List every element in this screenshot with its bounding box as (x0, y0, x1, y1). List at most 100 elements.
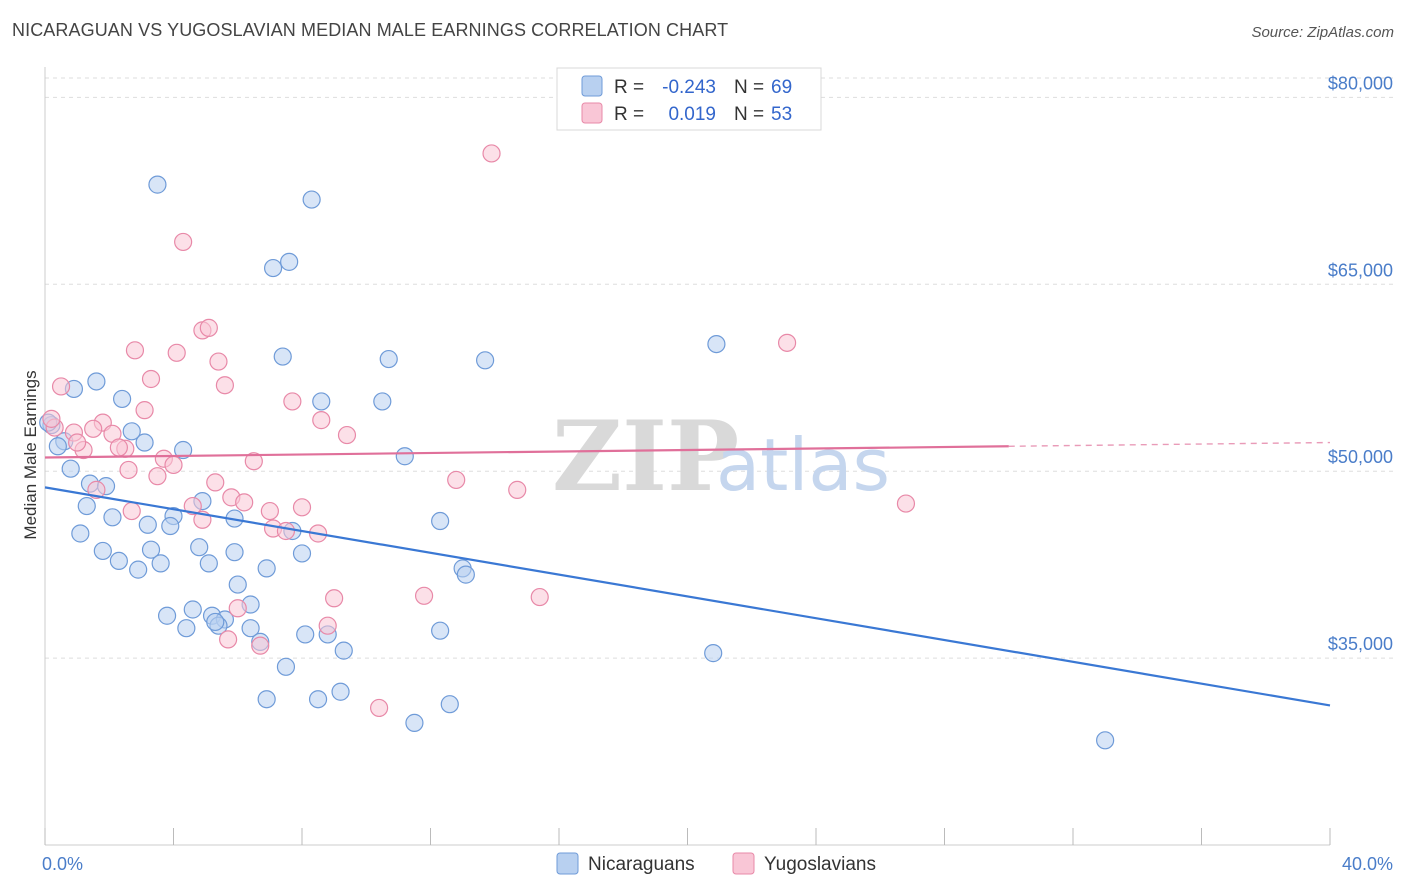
yugoslavian-point (199, 318, 218, 337)
trend-lines (44, 441, 1331, 707)
yugoslavian-point (87, 480, 106, 499)
nicaraguan-point (257, 690, 276, 709)
nicaraguan-point (225, 543, 244, 562)
nicaraguan-point (331, 682, 350, 701)
nicaraguan-point (138, 515, 157, 534)
nicaraguan-point (263, 258, 283, 278)
x-tick-label: 40.0% (1342, 854, 1393, 874)
y-tick-label: $50,000 (1328, 447, 1393, 467)
yugoslavian-point (135, 401, 154, 420)
trend-line-yugoslavians (44, 445, 1009, 459)
yugoslavian-point (228, 599, 247, 618)
nicaraguan-point (122, 422, 141, 441)
nicaraguan-point (704, 644, 723, 663)
series-legend: Nicaraguans Yugoslavians (556, 852, 876, 875)
yugoslavian-point (219, 630, 238, 649)
nicaraguan-point (308, 690, 328, 709)
legend-n-value: 69 (771, 77, 792, 98)
yugoslavian-point (125, 341, 145, 360)
nicaraguan-point (129, 560, 148, 579)
nicaraguan-point (161, 516, 180, 536)
nicaraguan-point (71, 524, 90, 543)
nicaraguan-point (431, 621, 450, 640)
legend-r-value: -0.243 (662, 77, 716, 98)
yugoslavian-point (174, 232, 193, 252)
yugoslavian-point (148, 467, 167, 486)
nicaraguan-point (440, 695, 459, 714)
yugoslavian-point (260, 501, 279, 521)
nicaraguan-point (174, 440, 193, 460)
watermark-zip: ZIP (552, 400, 739, 513)
nicaraguan-point (395, 447, 414, 466)
nicaraguan-point (296, 625, 315, 644)
yugoslavian-point (122, 501, 141, 521)
legend-swatch-yugoslavians (581, 102, 603, 124)
nicaraguan-point (334, 641, 353, 660)
trend-line-nicaraguans (44, 486, 1331, 707)
y-tick-labels: $35,000 $50,000 $65,000 $80,000 (1328, 73, 1393, 654)
nicaraguan-point (183, 600, 202, 619)
legend-n-label: N = (734, 77, 764, 98)
nicaraguan-point (280, 252, 299, 271)
nicaraguan-point (276, 657, 296, 676)
nicaraguan-point (112, 389, 132, 409)
y-tick-label: $80,000 (1328, 73, 1393, 93)
nicaraguan-point (373, 392, 392, 411)
yugoslavian-point (508, 480, 527, 499)
nicaraguan-point (93, 541, 112, 561)
yugoslavian-point (777, 333, 797, 352)
yugoslavian-point (206, 473, 225, 492)
yugoslavian-point (244, 452, 263, 471)
nicaraguan-point (199, 554, 218, 573)
legend-swatch-nicaraguans (581, 75, 603, 97)
nicaraguan-point (241, 619, 260, 638)
yugoslavian-point (318, 616, 337, 635)
nicaraguan-point (48, 437, 67, 456)
legend-r-label: R = (614, 104, 644, 125)
legend-r-label: R = (614, 77, 644, 98)
nicaraguan-point (151, 554, 170, 573)
yugoslavian-point (84, 419, 103, 438)
nicaraguan-point (206, 612, 225, 632)
yugoslavian-point (164, 455, 183, 475)
yugoslavian-point (68, 433, 87, 452)
yugoslavian-point (447, 470, 466, 490)
legend-swatch-yugoslavians (732, 852, 755, 875)
legend-label-nicaraguans: Nicaraguans (588, 854, 695, 875)
yugoslavian-point (292, 498, 312, 517)
yugoslavian-point (482, 144, 501, 163)
nicaraguan-point (302, 190, 321, 209)
nicaraguan-point (273, 347, 292, 366)
yugoslavian-point (414, 586, 434, 605)
nicaraguan-point (456, 565, 475, 584)
legend-n-label: N = (734, 104, 764, 125)
nicaraguan-point (109, 551, 128, 571)
nicaraguan-point (135, 433, 154, 452)
nicaraguan-point (177, 619, 196, 638)
yugoslavian-point (209, 352, 228, 371)
y-tick-label: $35,000 (1328, 634, 1393, 654)
yugoslavian-point (370, 698, 389, 718)
nicaraguan-point (707, 334, 726, 354)
watermark: ZIP atlas (552, 400, 890, 513)
y-tick-label: $65,000 (1328, 260, 1393, 280)
nicaraguan-point (157, 606, 177, 625)
nicaraguan-point (476, 351, 495, 370)
yugoslavian-point (337, 425, 357, 445)
yugoslavian-point (215, 376, 234, 395)
chart-title: NICARAGUAN VS YUGOSLAVIAN MEDIAN MALE EA… (12, 20, 729, 40)
nicaraguan-point (87, 372, 106, 391)
data-points (39, 144, 1115, 750)
nicaraguan-point (61, 459, 80, 478)
nicaraguan-point (228, 575, 247, 594)
yugoslavian-point (119, 460, 138, 480)
yugoslavian-point (51, 377, 71, 396)
yugoslavian-point (109, 438, 128, 457)
yugoslavian-point (235, 493, 254, 512)
gridlines (45, 77, 1393, 659)
legend-r-value: 0.019 (668, 104, 716, 125)
x-tick-label: 0.0% (42, 854, 83, 874)
y-axis-label: Median Male Earnings (21, 370, 40, 539)
nicaraguan-point (77, 496, 96, 516)
